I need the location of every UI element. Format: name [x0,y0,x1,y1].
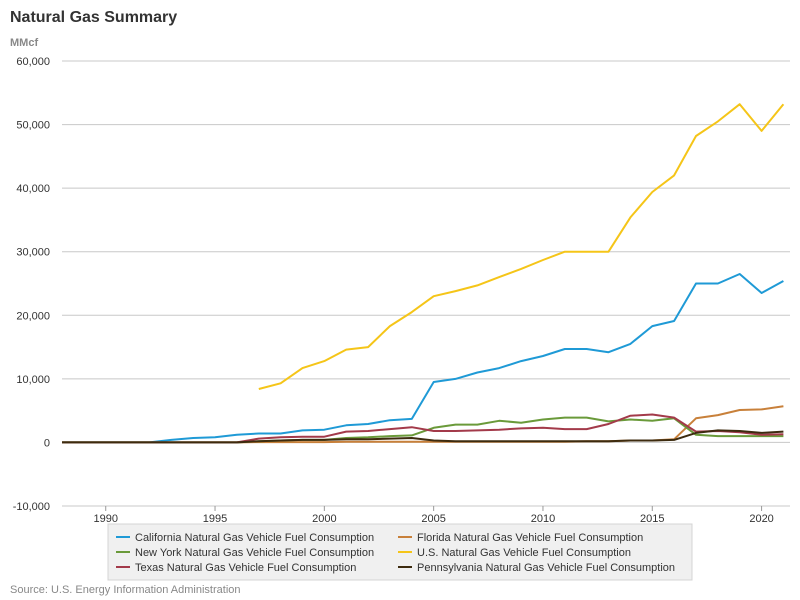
y-tick-label: 60,000 [16,56,50,68]
x-tick-label: 2020 [749,513,773,525]
x-tick-label: 2000 [312,513,336,525]
series-line-3 [258,103,785,390]
x-tick-label: 2015 [640,513,664,525]
y-tick-label: 50,000 [16,120,50,132]
legend-label[interactable]: New York Natural Gas Vehicle Fuel Consum… [135,547,374,559]
x-tick-label: 1995 [203,513,227,525]
legend: California Natural Gas Vehicle Fuel Cons… [107,523,693,581]
legend-label[interactable]: Pennsylvania Natural Gas Vehicle Fuel Co… [417,562,675,574]
x-axis-ticks: 1990 1995 2000 2005 2010 2015 2020 [62,505,790,525]
chart-title: Natural Gas Summary [10,9,178,26]
series-line-1 [62,405,784,444]
y-tick-label: 0 [44,437,50,449]
y-tick-label: -10,000 [13,501,50,513]
x-tick-label: 2005 [421,513,445,525]
legend-label[interactable]: U.S. Natural Gas Vehicle Fuel Consumptio… [417,547,631,559]
y-tick-label: 40,000 [16,183,50,195]
y-unit-label: MMcf [10,37,39,49]
source-note: Source: U.S. Energy Information Administ… [10,584,241,596]
y-tick-label: 20,000 [16,310,50,322]
legend-label[interactable]: Texas Natural Gas Vehicle Fuel Consumpti… [135,562,356,574]
series-line-0 [62,273,784,444]
x-tick-label: 1990 [93,513,117,525]
y-tick-label: 10,000 [16,374,50,386]
legend-label[interactable]: California Natural Gas Vehicle Fuel Cons… [135,532,374,544]
y-tick-label: 30,000 [16,247,50,259]
series-lines [62,103,785,444]
y-axis-ticks: -10,000 0 10,000 20,000 30,000 40,000 50,000 60… [13,56,50,513]
legend-label[interactable]: Florida Natural Gas Vehicle Fuel Consump… [417,532,643,544]
series-line-5 [62,429,784,444]
x-tick-label: 2010 [531,513,555,525]
